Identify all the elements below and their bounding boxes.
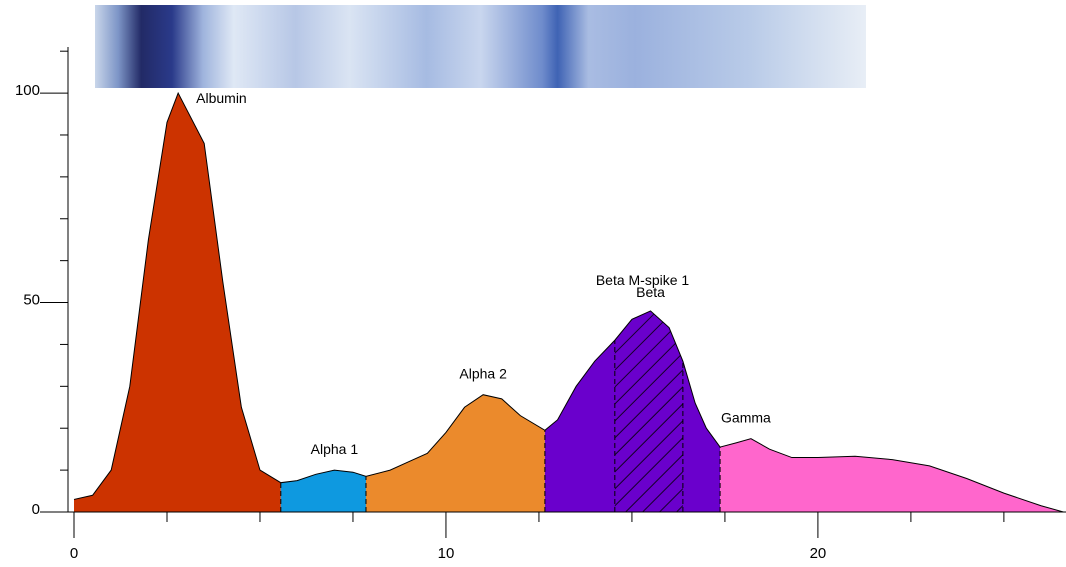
m-spike-label: Beta M-spike 1	[596, 272, 690, 288]
fraction-area	[74, 93, 281, 512]
fraction-area	[720, 438, 1064, 512]
y-tick-label: 50	[23, 292, 40, 309]
fraction-label: Alpha 1	[311, 441, 359, 457]
gel-strip	[95, 5, 866, 88]
y-tick-label: 100	[15, 82, 40, 99]
x-tick-label: 10	[438, 545, 455, 562]
x-tick-label: 20	[810, 545, 827, 562]
curve-outline	[73, 91, 1064, 513]
fraction-label: Gamma	[721, 410, 771, 426]
fraction-area	[365, 394, 545, 512]
fraction-label: Beta	[636, 284, 665, 300]
fraction-label: Alpha 2	[459, 366, 507, 382]
m-spike-hatch	[614, 310, 683, 512]
fraction-area	[280, 470, 366, 512]
fraction-label: Albumin	[196, 90, 247, 106]
y-tick-label: 0	[32, 501, 40, 518]
x-tick-label: 0	[70, 545, 78, 562]
